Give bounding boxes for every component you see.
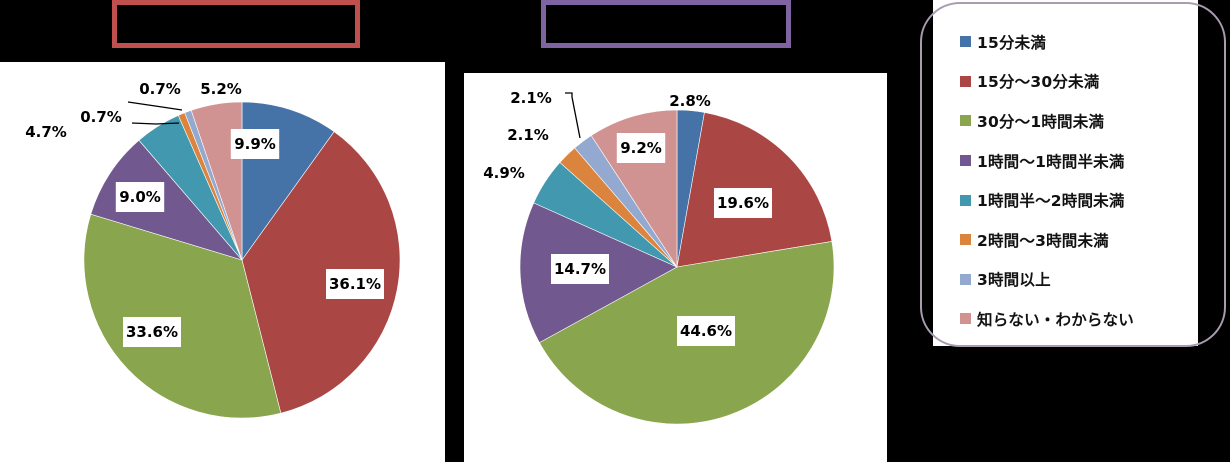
pie-slice [90, 139, 243, 261]
data-label: 2.1% [510, 89, 552, 107]
pie-slice [241, 131, 401, 414]
legend-item: 15分未満 [960, 22, 1198, 62]
svg-text:14.7%: 14.7% [554, 260, 606, 278]
svg-text:5.2%: 5.2% [200, 80, 242, 98]
data-label: 9.0% [115, 182, 165, 212]
left-pie-chart-panel: 9.9% 36.1% 33.6% 9.0% 4.7% 0.7% 0.7% 5.2% [0, 62, 445, 462]
data-label: 4.9% [483, 164, 525, 182]
legend-label: 1時間半～2時間未満 [977, 192, 1125, 211]
svg-text:9.0%: 9.0% [119, 188, 161, 206]
legend-swatch-icon [960, 75, 971, 87]
data-label: 5.2% [200, 80, 242, 98]
svg-text:2.1%: 2.1% [507, 126, 549, 144]
legend-label: 2時間～3時間未満 [977, 231, 1109, 250]
legend-item: 1時間～1時間半未満 [960, 141, 1198, 181]
legend-item: 30分～1時間未満 [960, 101, 1198, 141]
legend-swatch-icon [960, 234, 971, 246]
legend-item: 15分～30分未満 [960, 62, 1198, 102]
legend-swatch-icon [960, 273, 971, 285]
svg-text:0.7%: 0.7% [80, 108, 122, 126]
data-label: 4.7% [25, 123, 67, 141]
data-label: 9.2% [616, 133, 666, 163]
leader-line [131, 122, 180, 125]
svg-text:4.7%: 4.7% [25, 123, 67, 141]
legend-label: 3時間以上 [977, 271, 1051, 290]
legend-swatch-icon [960, 313, 971, 325]
svg-text:33.6%: 33.6% [126, 323, 178, 341]
right-pie-chart-panel: 2.8% 19.6% 44.6% 14.7% 4.9% 2.1% 2.1% 9.2% [464, 73, 887, 462]
legend-background [933, 0, 1198, 346]
legend-label: 1時間～1時間半未満 [977, 152, 1125, 171]
data-label: 9.9% [230, 129, 280, 159]
legend-item: 2時間～3時間未満 [960, 220, 1198, 260]
svg-text:36.1%: 36.1% [329, 275, 381, 293]
legend-label: 30分～1時間未満 [977, 112, 1105, 131]
data-label: 44.6% [677, 316, 735, 346]
legend-item: 3時間以上 [960, 260, 1198, 300]
svg-text:9.9%: 9.9% [234, 135, 276, 153]
left-pie-chart: 9.9% 36.1% 33.6% 9.0% 4.7% 0.7% 0.7% 5.2% [25, 80, 401, 419]
data-label: 0.7% [139, 80, 181, 98]
legend-item: 知らない・わからない [960, 299, 1198, 339]
leader-line [565, 92, 581, 139]
left-chart-title-frame [112, 0, 360, 48]
pie-slice [190, 101, 243, 261]
svg-text:2.1%: 2.1% [510, 89, 552, 107]
right-pie-chart: 2.8% 19.6% 44.6% 14.7% 4.9% 2.1% 2.1% 9.2% [483, 89, 835, 425]
pie-slice [83, 213, 282, 419]
svg-text:9.2%: 9.2% [620, 139, 662, 157]
leader-line [127, 101, 183, 111]
legend-frame [920, 2, 1226, 347]
svg-text:0.7%: 0.7% [139, 80, 181, 98]
data-label: 33.6% [123, 317, 181, 347]
data-label: 0.7% [80, 108, 122, 126]
svg-text:2.8%: 2.8% [669, 92, 711, 110]
svg-text:19.6%: 19.6% [717, 194, 769, 212]
data-label: 14.7% [551, 254, 609, 284]
data-label: 19.6% [714, 188, 772, 218]
chart-legend: 15分未満 15分～30分未満 30分～1時間未満 1時間～1時間半未満 1時間… [960, 22, 1198, 339]
data-label: 2.8% [669, 92, 711, 110]
legend-swatch-icon [960, 36, 971, 48]
legend-item: 1時間半～2時間未満 [960, 180, 1198, 220]
svg-text:4.9%: 4.9% [483, 164, 525, 182]
legend-swatch-icon [960, 155, 971, 167]
legend-swatch-icon [960, 115, 971, 127]
data-label: 36.1% [326, 269, 384, 299]
legend-label: 知らない・わからない [977, 310, 1135, 329]
legend-label: 15分未満 [977, 33, 1047, 52]
svg-text:44.6%: 44.6% [680, 322, 732, 340]
legend-swatch-icon [960, 194, 971, 206]
data-label: 2.1% [507, 126, 549, 144]
legend-label: 15分～30分未満 [977, 73, 1100, 92]
right-chart-title-frame [541, 0, 791, 48]
